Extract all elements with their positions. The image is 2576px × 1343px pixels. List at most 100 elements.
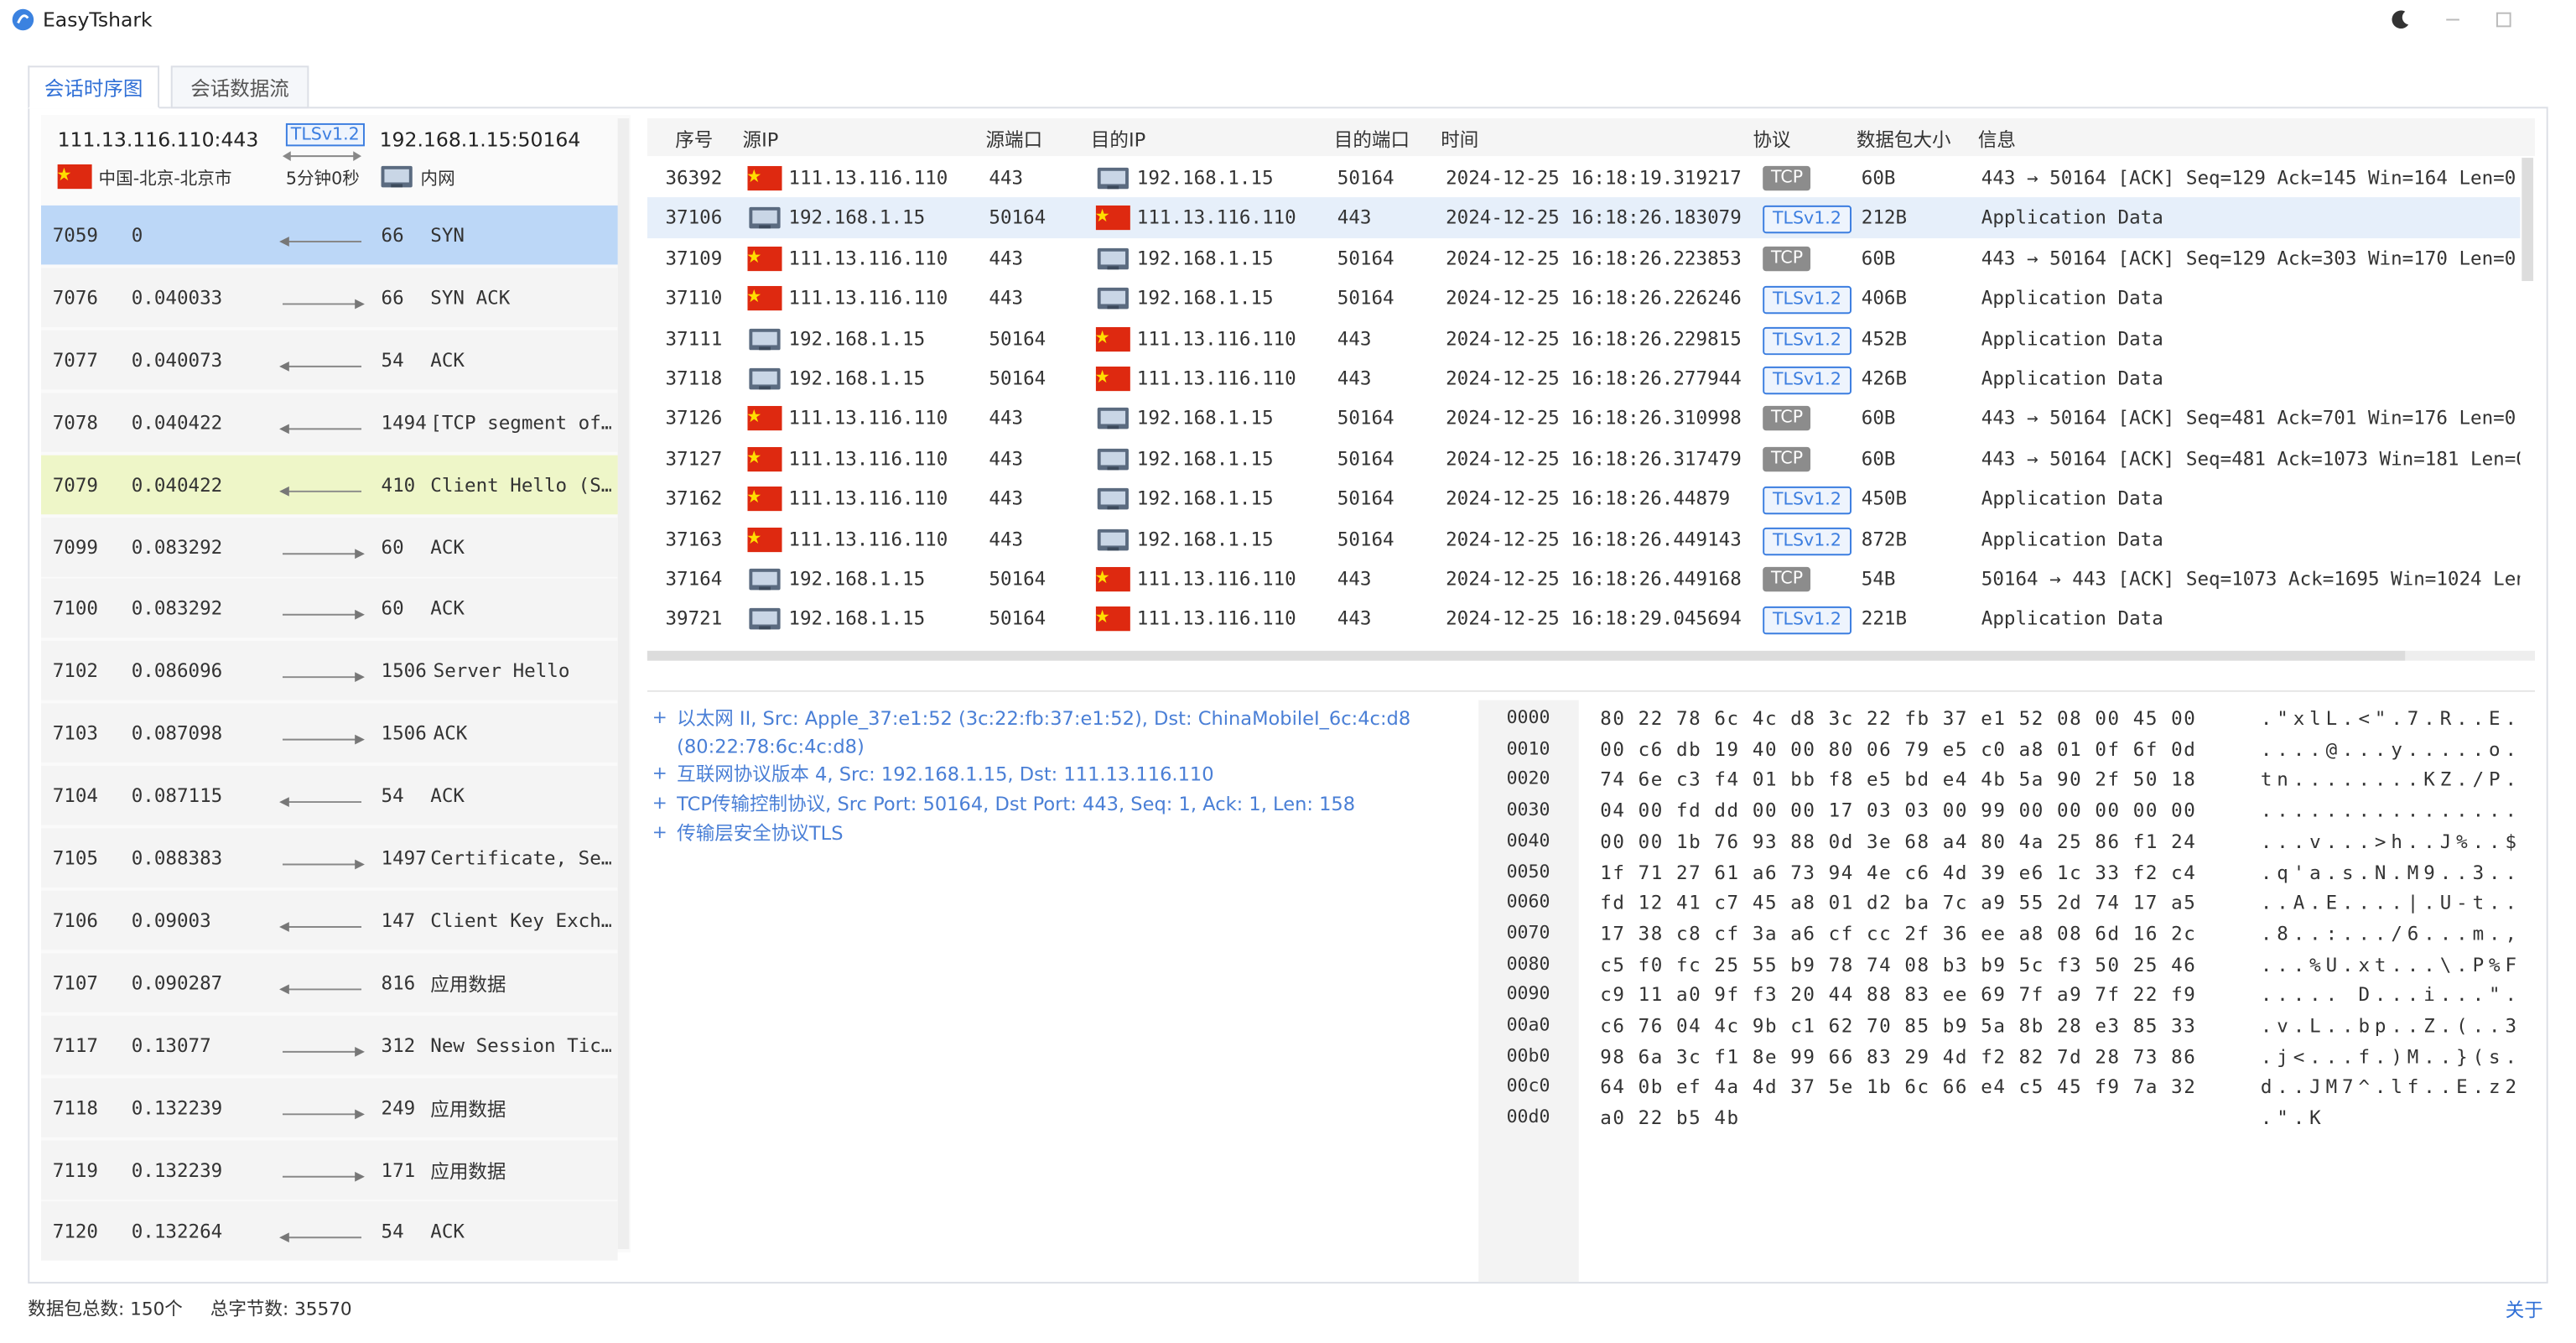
expand-icon[interactable]: + (652, 821, 667, 844)
protocol-badge: TLSv1.2 (1763, 206, 1852, 234)
expand-icon[interactable]: + (652, 763, 667, 784)
packet-time: 0.040033 (131, 285, 223, 310)
column-header[interactable]: 源端口 (985, 128, 1043, 152)
packet-time: 0 (131, 223, 143, 247)
hex-ascii: ...v...>h..J%..$ (2260, 829, 2521, 853)
table-row[interactable]: 37164 192.168.1.15 50164 111.13.116.110 443 2… (647, 559, 2520, 599)
table-row[interactable]: 37110 111.13.116.110 443 192.168.1.15 50164 2… (647, 278, 2520, 318)
cell-src-ip: 192.168.1.15 (788, 326, 926, 350)
sequence-row[interactable]: 7119 0.132239 171 应用数据 (40, 1139, 618, 1200)
table-row[interactable]: 39721 192.168.1.15 50164 111.13.116.110 443 2… (647, 599, 2520, 639)
column-header[interactable]: 目的IP (1090, 128, 1146, 152)
hex-ascii: .8..:.../6...m., (2260, 921, 2521, 945)
table-row[interactable]: 36392 111.13.116.110 443 192.168.1.15 50164 2… (647, 158, 2520, 198)
packet-size: 312 (381, 1033, 416, 1057)
tab[interactable]: 会话数据流 (170, 65, 309, 109)
sequence-row[interactable]: 7106 0.09003 147 Client Key Exch… (40, 890, 618, 950)
packet-info: ACK (433, 721, 468, 745)
protocol-tree-item[interactable]: 互联网协议版本 4, Src: 192.168.1.15, Dst: 111.1… (677, 763, 1214, 786)
sequence-row[interactable]: 7102 0.086096 1506 Server Hello (40, 641, 618, 701)
sequence-row[interactable]: 7104 0.087115 54 ACK (40, 766, 618, 825)
protocol-tree-item[interactable]: TCP传输控制协议, Src Port: 50164, Dst Port: 44… (677, 792, 1356, 815)
column-header[interactable]: 协议 (1753, 128, 1791, 152)
flag-icon (747, 165, 782, 191)
pc-icon (1097, 247, 1129, 269)
hex-offset-column (1478, 700, 1579, 1283)
cell-seq: 36392 (665, 165, 723, 190)
cell-dst-ip: 192.168.1.15 (1136, 487, 1274, 510)
cell-dst-port: 50164 (1337, 286, 1394, 310)
sequence-row[interactable]: 7107 0.090287 816 应用数据 (40, 952, 618, 1012)
protocol-badge: TCP (1763, 246, 1811, 271)
sequence-row[interactable]: 7059 0 66 SYN (40, 205, 618, 265)
table-row[interactable]: 37127 111.13.116.110 443 192.168.1.15 50164 2… (647, 439, 2520, 479)
column-header[interactable]: 信息 (1977, 128, 2016, 152)
pc-icon (1097, 408, 1129, 430)
sequence-row[interactable]: 7103 0.087098 1506 ACK (40, 703, 618, 763)
table-row[interactable]: 37163 111.13.116.110 443 192.168.1.15 50164 2… (647, 518, 2520, 559)
column-header[interactable]: 序号 (675, 128, 714, 152)
table-row[interactable]: 37126 111.13.116.110 443 192.168.1.15 50164 2… (647, 398, 2520, 439)
table-row[interactable]: 37118 192.168.1.15 50164 111.13.116.110 443 2… (647, 358, 2520, 398)
protocol-tree-item[interactable]: 传输层安全协议TLS (677, 821, 844, 846)
packet-summary: 66 SYN (382, 223, 611, 246)
direction-arrow (279, 1164, 365, 1181)
sequence-row[interactable]: 7079 0.040422 410 Client Hello (S… (40, 454, 618, 514)
table-row[interactable]: 37111 192.168.1.15 50164 111.13.116.110 443 2… (647, 318, 2520, 358)
cell-src-ip: 111.13.116.110 (788, 165, 948, 190)
sequence-row[interactable]: 7076 0.040033 66 SYN ACK (40, 268, 618, 327)
column-header[interactable]: 时间 (1441, 128, 1479, 152)
cell-src-port: 50164 (989, 326, 1046, 350)
scrollbar-thumb[interactable] (647, 650, 2406, 661)
direction-arrow (279, 355, 365, 372)
packet-info: New Session Tic… (430, 1033, 611, 1057)
cell-dst-port: 443 (1337, 366, 1372, 390)
pc-icon (1097, 488, 1129, 510)
packet-id: 7106 (52, 908, 98, 932)
table-row[interactable]: 37106 192.168.1.15 50164 111.13.116.110 443 2… (647, 197, 2521, 238)
protocol-tree-item[interactable]: 以太网 II, Src: Apple_37:e1:52 (3c:22:fb:37… (677, 706, 1411, 758)
direction-arrow (279, 915, 365, 932)
sequence-row[interactable]: 7099 0.083292 60 ACK (40, 517, 618, 576)
sequence-row[interactable]: 7120 0.132264 54 ACK (40, 1201, 618, 1262)
flag-icon (1095, 566, 1130, 592)
tab[interactable]: 会话时序图 (28, 65, 160, 109)
packet-summary: 249 应用数据 (382, 1096, 611, 1122)
hex-bytes: a0 22 b5 4b (1600, 1106, 1740, 1130)
window-controls[interactable] (2386, 8, 2533, 31)
packet-time: 0.09003 (131, 908, 211, 932)
hex-offset: 0020 (1506, 768, 1550, 790)
sequence-row[interactable]: 7118 0.132239 249 应用数据 (40, 1077, 618, 1137)
direction-arrow (279, 230, 365, 247)
packet-size: 147 (381, 908, 416, 932)
column-header[interactable]: 目的端口 (1333, 128, 1410, 152)
sequence-row[interactable]: 7077 0.040073 54 ACK (40, 330, 618, 389)
hex-offset: 0040 (1506, 829, 1550, 851)
expand-icon[interactable]: + (652, 706, 667, 728)
cell-dst-ip: 192.168.1.15 (1136, 165, 1274, 190)
column-header[interactable]: 数据包大小 (1856, 128, 1951, 152)
packet-info: Server Hello (433, 659, 570, 683)
packet-size: 1494 (381, 410, 427, 434)
hex-bytes: 00 00 1b 76 93 88 0d 3e 68 a4 80 4a 25 8… (1600, 829, 2197, 853)
sequence-row[interactable]: 7105 0.088383 1497 Certificate, Se… (40, 828, 618, 888)
table-row[interactable]: 37162 111.13.116.110 443 192.168.1.15 50164 2… (647, 478, 2520, 518)
packet-size: 1506 (381, 659, 427, 683)
duration: 5分钟0秒 (285, 169, 360, 190)
sequence-row[interactable]: 7078 0.040422 1494 [TCP segment of… (40, 392, 618, 452)
packet-size: 54 (381, 1220, 404, 1243)
column-header[interactable]: 源IP (742, 128, 779, 152)
sequence-row[interactable]: 7117 0.13077 312 New Session Tic… (40, 1015, 618, 1075)
expand-icon[interactable]: + (652, 792, 667, 814)
sequence-row[interactable]: 7100 0.083292 60 ACK (40, 579, 618, 638)
packet-id: 7102 (52, 659, 98, 683)
cell-seq: 37162 (665, 487, 723, 510)
hex-bytes: 17 38 c8 cf 3a a6 cf cc 2f 36 ee a8 08 6… (1600, 921, 2197, 945)
about-link[interactable]: 关于 (2505, 1298, 2543, 1322)
table-row[interactable]: 37109 111.13.116.110 443 192.168.1.15 50164 2… (647, 238, 2520, 278)
packet-id: 7077 (52, 347, 98, 372)
direction-arrow (279, 1040, 365, 1057)
duration-arrow (282, 144, 362, 161)
packet-id: 7100 (52, 596, 98, 621)
hex-ascii: ..... D...i...". (2260, 983, 2521, 1007)
